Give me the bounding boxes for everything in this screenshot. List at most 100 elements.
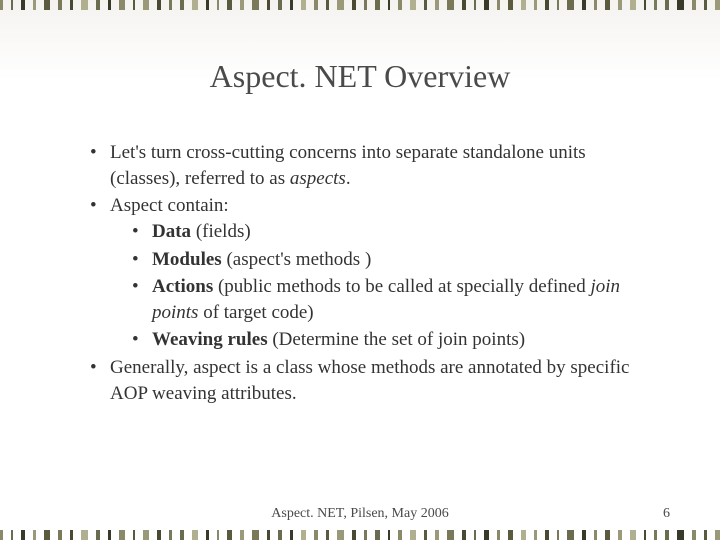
border-stripe [192,0,198,10]
border-stripe [484,530,489,540]
border-stripe [133,0,135,10]
border-stripe [704,0,707,10]
border-stripe [21,0,25,10]
border-stripe [654,0,656,10]
bullet-1: Let's turn cross-cutting concerns into s… [90,140,650,191]
border-stripe [435,530,439,540]
border-stripe [692,0,696,10]
border-stripe [267,0,270,10]
border-stripe [240,530,244,540]
border-stripe [44,530,50,540]
border-stripe [58,0,62,10]
border-stripe [447,0,454,10]
border-stripe [58,530,62,540]
bullet-2d-bold: Weaving rules [152,329,268,350]
border-stripe [364,530,367,540]
bullet-2b: Modules (aspect's methods ) [132,247,650,273]
border-stripe [227,530,232,540]
border-stripe [665,530,669,540]
border-stripe [715,530,720,540]
bullet-2a-bold: Data [152,221,191,242]
bullet-2c-mid: (public methods to be called at speciall… [213,276,590,297]
border-stripe [278,530,282,540]
border-stripe [217,0,219,10]
border-stripe [567,0,574,10]
bullet-2c-post: of target code) [198,302,313,323]
border-stripe [169,0,172,10]
bullet-3-text: Generally, aspect is a class whose metho… [110,357,630,404]
border-stripe [119,530,124,540]
border-stripe [217,530,219,540]
border-stripe [21,530,25,540]
border-stripe [314,0,318,10]
border-stripe [582,530,586,540]
border-stripe [326,530,329,540]
border-stripe [192,530,198,540]
bullet-2a-rest: (fields) [191,221,251,242]
border-stripe [665,0,669,10]
bullet-2d-rest: (Determine the set of join points) [268,329,526,350]
border-stripe [521,530,527,540]
border-stripe [398,530,402,540]
border-stripe [11,0,13,10]
border-stripe [692,530,696,540]
border-stripe [227,0,232,10]
border-stripe [108,530,111,540]
border-stripe [180,0,184,10]
border-stripe [630,530,636,540]
slide: Aspect. NET Overview Let's turn cross-cu… [0,0,720,540]
slide-title: Aspect. NET Overview [0,58,720,95]
bullet-2c-bold: Actions [152,276,213,297]
border-stripe [545,530,549,540]
border-stripe [143,530,150,540]
footer-center: Aspect. NET, Pilsen, May 2006 [0,506,720,522]
border-stripe [424,0,427,10]
border-stripe [180,530,184,540]
bullet-3: Generally, aspect is a class whose metho… [90,355,650,406]
bullet-2: Aspect contain: Data (fields) Modules (a… [90,193,650,353]
border-stripe [424,530,427,540]
border-stripe [352,0,356,10]
border-stripe [545,0,549,10]
border-stripe [44,0,50,10]
bullet-2-text: Aspect contain: [110,195,229,216]
border-stripe [267,530,270,540]
border-stripe [594,0,597,10]
bullet-1-em: aspects [290,168,346,189]
bottom-border [0,530,720,540]
border-stripe [290,530,292,540]
border-stripe [240,0,244,10]
border-stripe [605,530,610,540]
border-stripe [81,530,88,540]
border-stripe [290,0,292,10]
border-stripe [33,530,36,540]
bullet-2b-bold: Modules [152,249,222,270]
border-stripe [605,0,610,10]
top-border [0,0,720,10]
border-stripe [314,530,318,540]
border-stripe [534,0,537,10]
border-stripe [410,530,416,540]
border-stripe [326,0,329,10]
bullet-1-post: . [346,168,351,189]
border-stripe [582,0,586,10]
border-stripe [157,0,161,10]
border-stripe [301,0,307,10]
border-stripe [630,0,636,10]
border-stripe [337,0,344,10]
border-stripe [484,0,489,10]
border-stripe [252,530,259,540]
border-stripe [398,0,402,10]
border-stripe [654,530,656,540]
border-stripe [435,0,439,10]
border-stripe [301,530,307,540]
border-stripe [474,530,476,540]
border-stripe [410,0,416,10]
border-stripe [157,530,161,540]
border-stripe [33,0,36,10]
border-stripe [81,0,88,10]
border-stripe [96,530,100,540]
border-stripe [474,0,476,10]
border-stripe [704,530,707,540]
border-stripe [0,530,3,540]
